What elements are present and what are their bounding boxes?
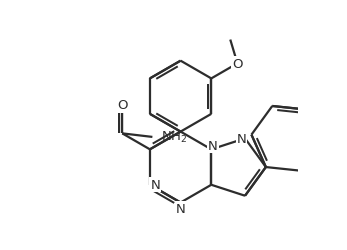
Text: N: N: [208, 139, 218, 152]
Text: NH$_2$: NH$_2$: [161, 130, 188, 145]
Text: N: N: [237, 132, 246, 145]
Text: O: O: [117, 99, 127, 112]
Text: N: N: [176, 202, 185, 215]
Text: O: O: [232, 58, 243, 70]
Text: N: N: [150, 178, 160, 192]
